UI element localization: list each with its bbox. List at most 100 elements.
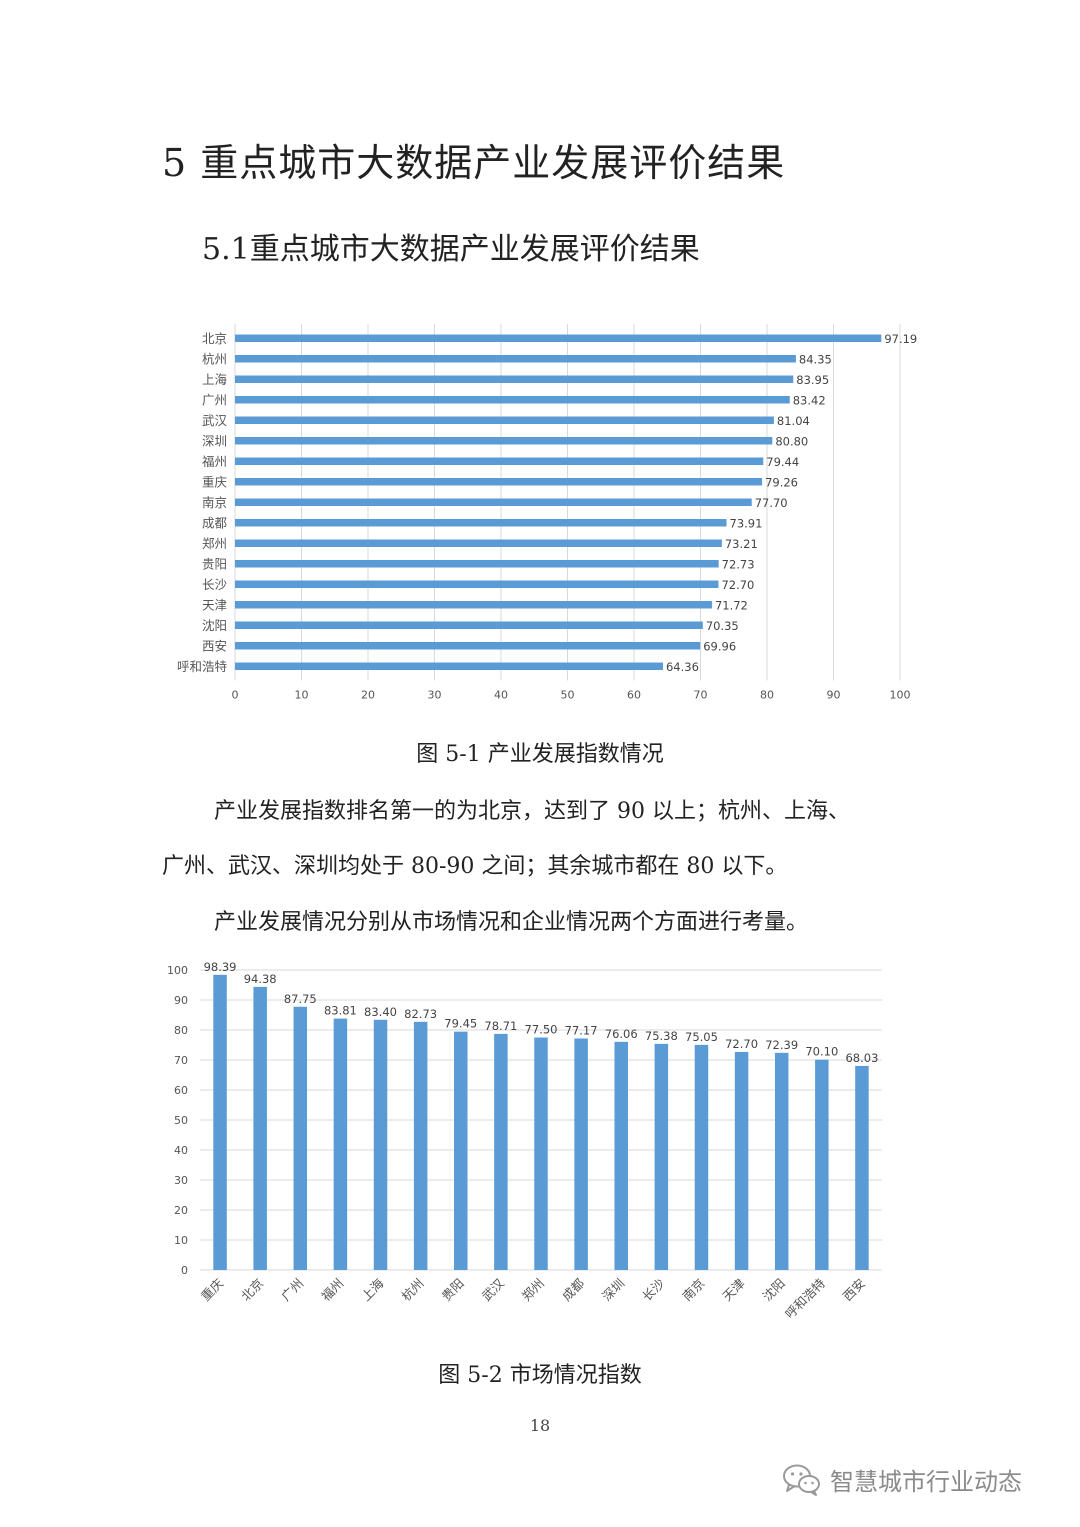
value-label: 79.44	[766, 455, 799, 469]
category-label: 天津	[202, 597, 227, 612]
value-label: 75.05	[685, 1030, 718, 1044]
category-label: 天津	[719, 1276, 747, 1304]
category-label: 长沙	[202, 577, 228, 592]
value-label: 64.36	[666, 660, 699, 674]
value-label: 71.72	[715, 598, 748, 612]
y-tick-label: 50	[174, 1114, 188, 1127]
y-tick-label: 70	[174, 1054, 188, 1067]
bar	[235, 375, 794, 383]
category-label: 福州	[202, 454, 227, 469]
y-tick-label: 30	[174, 1174, 188, 1187]
y-tick-label: 80	[174, 1024, 188, 1037]
x-tick-label: 90	[827, 689, 841, 702]
bar	[694, 1044, 709, 1270]
value-label: 77.17	[565, 1023, 598, 1037]
category-label: 南京	[202, 495, 227, 510]
x-tick-label: 80	[760, 689, 774, 702]
category-label: 呼和浩特	[782, 1276, 828, 1322]
value-label: 98.39	[204, 960, 237, 974]
value-label: 80.80	[775, 434, 808, 448]
y-tick-label: 90	[174, 994, 188, 1007]
section-title: 5.1重点城市大数据产业发展评价结果	[202, 232, 700, 267]
category-label: 成都	[202, 515, 228, 530]
bar	[333, 1018, 348, 1270]
market-index-column-chart: 0 10 20 30 40 50 60 70 80 90 100 98.39 重庆 94.38 北京 87.7…	[167, 960, 882, 1322]
bar	[494, 1033, 508, 1270]
value-label: 77.70	[755, 496, 788, 510]
bar	[235, 478, 763, 486]
bar	[534, 1037, 548, 1270]
watermark: 智慧城市行业动态	[782, 1462, 1022, 1497]
value-label: 78.71	[484, 1019, 517, 1033]
category-label: 郑州	[202, 536, 227, 551]
value-label: 70.10	[805, 1045, 838, 1059]
category-label: 广州	[278, 1276, 306, 1304]
value-label: 79.45	[444, 1017, 477, 1031]
value-label: 81.04	[777, 414, 810, 428]
value-label: 72.73	[722, 557, 755, 571]
bar	[235, 498, 752, 506]
bar	[235, 580, 719, 588]
category-label: 成都	[559, 1275, 588, 1304]
category-label: 重庆	[198, 1275, 227, 1304]
body-paragraph-line-2: 广州、武汉、深圳均处于 80-90 之间；其余城市都在 80 以下。	[162, 854, 788, 879]
industry-index-bar-chart: 0 10 20 30 40 50 60 70 80 90 100 北京 97.19 杭州 84.35 上海 83…	[177, 324, 917, 702]
value-label: 72.70	[725, 1037, 758, 1051]
category-label: 上海	[202, 372, 228, 387]
value-label: 97.19	[884, 332, 917, 346]
y-tick-label: 40	[174, 1144, 188, 1157]
value-label: 73.91	[730, 516, 763, 530]
category-label: 武汉	[202, 413, 228, 428]
bar	[654, 1043, 669, 1270]
body-paragraph-line-1: 产业发展指数排名第一的为北京，达到了 90 以上；杭州、上海、	[214, 799, 850, 824]
category-label: 上海	[358, 1275, 387, 1304]
bar	[253, 986, 267, 1270]
category-label: 呼和浩特	[177, 659, 227, 674]
category-label: 西安	[840, 1276, 868, 1304]
bar	[235, 416, 774, 424]
bar	[235, 539, 722, 547]
value-label: 83.40	[364, 1005, 397, 1019]
value-label: 87.75	[284, 992, 317, 1006]
y-tick-label: 100	[167, 964, 188, 977]
category-label: 南京	[679, 1276, 707, 1304]
category-label: 广州	[202, 392, 227, 407]
x-tick-label: 70	[694, 689, 708, 702]
bar	[213, 974, 227, 1270]
value-label: 70.35	[706, 619, 739, 633]
x-tick-label: 20	[361, 689, 375, 702]
value-label: 79.26	[765, 475, 798, 489]
bar	[235, 621, 703, 629]
body-paragraph-line-3: 产业发展情况分别从市场情况和企业情况两个方面进行考量。	[214, 910, 809, 935]
value-label: 83.95	[796, 373, 829, 387]
value-label: 72.70	[721, 578, 754, 592]
bar	[574, 1038, 588, 1270]
bar	[235, 334, 882, 342]
page-title: 5 重点城市大数据产业发展评价结果	[162, 141, 786, 185]
y-tick-label: 0	[181, 1264, 188, 1277]
bar	[235, 662, 663, 670]
category-label: 福州	[318, 1276, 346, 1304]
bar	[235, 396, 790, 404]
category-label: 沈阳	[760, 1276, 788, 1304]
x-tick-label: 50	[561, 689, 575, 702]
value-label: 82.73	[404, 1007, 437, 1021]
value-label: 73.21	[725, 537, 758, 551]
value-label: 84.35	[799, 352, 832, 366]
bar	[734, 1051, 749, 1270]
x-tick-label: 0	[232, 689, 239, 702]
watermark-text: 智慧城市行业动态	[830, 1468, 1022, 1496]
value-label: 83.42	[793, 393, 826, 407]
bar	[235, 560, 719, 568]
value-label: 83.81	[324, 1004, 357, 1018]
figure-caption-1: 图 5-1 产业发展指数情况	[416, 742, 664, 767]
bar	[815, 1059, 829, 1270]
y-tick-label: 10	[174, 1234, 188, 1247]
bar	[774, 1052, 789, 1270]
category-label: 沈阳	[202, 618, 227, 633]
bar	[454, 1031, 468, 1270]
bar	[235, 642, 701, 650]
value-label: 75.38	[645, 1029, 678, 1043]
category-label: 郑州	[519, 1276, 547, 1304]
value-label: 68.03	[845, 1051, 878, 1065]
